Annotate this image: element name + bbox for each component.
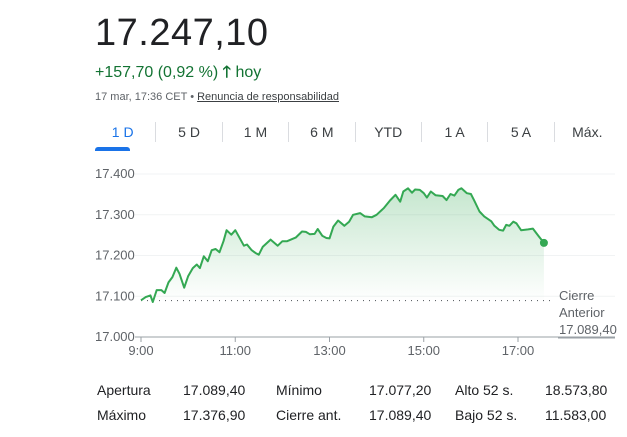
separator: • xyxy=(190,91,195,103)
stat-value: 17.089,40 xyxy=(369,407,432,423)
price-area xyxy=(141,188,544,302)
stat-value: 17.376,90 xyxy=(183,407,246,423)
x-tick-label: 17:00 xyxy=(502,343,535,358)
x-tick-label: 9:00 xyxy=(128,343,153,358)
stat-label: Apertura xyxy=(97,382,151,398)
arrow-up-icon: 🡑 xyxy=(222,64,231,81)
stat-value: 17.077,20 xyxy=(369,382,432,398)
price-chart: 17.400 17.300 17.200 17.100 17.000 Cierre Ante… xyxy=(95,166,617,358)
stat-label: Bajo 52 s. xyxy=(455,407,518,423)
previous-close-value: 17.089,40 xyxy=(559,322,617,337)
y-tick-label: 17.000 xyxy=(95,329,135,344)
y-tick-label: 17.300 xyxy=(95,207,135,222)
change-value: +157,70 (0,92 %) xyxy=(95,64,219,81)
stat-value: 18.573,80 xyxy=(545,382,608,398)
last-price-dot xyxy=(539,238,548,247)
disclaimer-link[interactable]: Renuncia de responsabilidad xyxy=(197,91,339,103)
stat-label: Alto 52 s. xyxy=(455,382,514,398)
stat-label: Mínimo xyxy=(276,382,322,398)
y-tick-label: 17.400 xyxy=(95,166,135,181)
price-change: +157,70 (0,92 %) 🡑 hoy xyxy=(95,61,261,88)
x-tick-label: 11:00 xyxy=(219,343,251,358)
tab-5d[interactable]: 5 D xyxy=(155,122,221,142)
tab-mx[interactable]: Máx. xyxy=(553,122,620,142)
tab-ytd[interactable]: YTD xyxy=(354,122,421,142)
price-line xyxy=(140,187,545,303)
quote-meta: 17 mar, 17:36 CET • Renuncia de responsa… xyxy=(95,91,339,103)
current-price: 17.247,10 xyxy=(95,12,269,54)
tab-1d[interactable]: 1 D xyxy=(90,122,155,151)
stat-value: 17.089,40 xyxy=(183,382,246,398)
stat-label: Máximo xyxy=(97,407,147,423)
tab-1a[interactable]: 1 A xyxy=(420,122,487,142)
y-tick-label: 17.100 xyxy=(95,288,135,303)
previous-close-label: Cierre xyxy=(559,288,594,303)
stat-value: 11.583,00 xyxy=(545,407,607,423)
tab-5a[interactable]: 5 A xyxy=(487,122,553,142)
stat-label: Cierre ant. xyxy=(276,407,342,423)
timestamp: 17 mar, 17:36 CET xyxy=(95,91,188,103)
x-tick-label: 13:00 xyxy=(313,343,346,358)
change-period: hoy xyxy=(235,64,262,81)
tab-6m[interactable]: 6 M xyxy=(288,122,354,142)
tab-1m[interactable]: 1 M xyxy=(221,122,288,142)
x-tick-label: 15:00 xyxy=(407,343,440,358)
previous-close-label: Anterior xyxy=(559,305,605,320)
y-tick-label: 17.200 xyxy=(95,248,135,263)
